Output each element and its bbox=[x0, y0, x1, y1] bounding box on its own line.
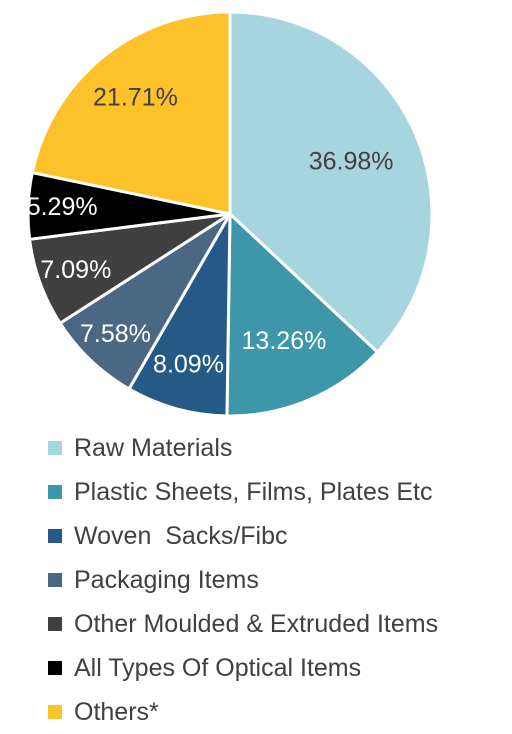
legend-item-other-moulded-extruded-items: Other Moulded & Extruded Items bbox=[48, 602, 438, 646]
legend-swatch bbox=[48, 661, 62, 675]
pie-data-labels: 36.98% 13.26% 8.09%7.58% 7.09% 5.29% 21.71% bbox=[27, 84, 394, 379]
legend-item-woven-sacks-fibc: Woven Sacks/Fibc bbox=[48, 514, 438, 558]
legend-label: Raw Materials bbox=[74, 433, 233, 462]
data-label-raw-materials: 36.98% bbox=[309, 148, 394, 176]
legend-label: All Types Of Optical Items bbox=[74, 653, 362, 682]
pie-slice-woven-sacks-fibc bbox=[127, 212, 232, 418]
pie-slices bbox=[26, 10, 434, 418]
legend-swatch bbox=[48, 617, 62, 631]
data-label-other-moulded-extruded-items: 7.09% bbox=[40, 256, 111, 284]
data-label-all-types-of-optical-items: 5.29% bbox=[27, 193, 98, 221]
data-label-plastic-sheets-films-plates-etc: 13.26% bbox=[242, 327, 327, 355]
legend-label: Plastic Sheets, Films, Plates Etc bbox=[74, 477, 433, 506]
legend-swatch bbox=[48, 441, 62, 455]
legend-item-others: Others* bbox=[48, 690, 438, 734]
legend-label: Packaging Items bbox=[74, 565, 259, 594]
pie-slice-packaging-items bbox=[58, 212, 232, 391]
legend-item-packaging-items: Packaging Items bbox=[48, 558, 438, 602]
data-label-others: 21.71% bbox=[93, 84, 178, 112]
legend-item-raw-materials: Raw Materials bbox=[48, 426, 438, 470]
legend-label: Other Moulded & Extruded Items bbox=[74, 609, 439, 638]
legend-swatch bbox=[48, 485, 62, 499]
chart-legend: Raw Materials Plastic Sheets, Films, Plat… bbox=[48, 426, 438, 734]
pie-slice-raw-materials bbox=[228, 10, 434, 354]
data-label-woven-sacks-fibc: 8.09% bbox=[153, 350, 224, 378]
legend-label: Others* bbox=[74, 697, 159, 726]
pie-slice-others bbox=[30, 10, 232, 216]
data-label-packaging-items: 7.58% bbox=[80, 320, 151, 348]
legend-swatch bbox=[48, 705, 62, 719]
pie-chart: 36.98% 13.26% 8.09%7.58% 7.09% 5.29% 21.71% bbox=[26, 10, 434, 418]
legend-swatch bbox=[48, 529, 62, 543]
legend-swatch bbox=[48, 573, 62, 587]
legend-item-plastic-sheets-films-plates-etc: Plastic Sheets, Films, Plates Etc bbox=[48, 470, 438, 514]
legend-item-all-types-of-optical-items: All Types Of Optical Items bbox=[48, 646, 438, 690]
pie-slice-plastic-sheets-films-plates-etc bbox=[225, 212, 379, 418]
legend-label: Woven Sacks/Fibc bbox=[74, 521, 288, 550]
